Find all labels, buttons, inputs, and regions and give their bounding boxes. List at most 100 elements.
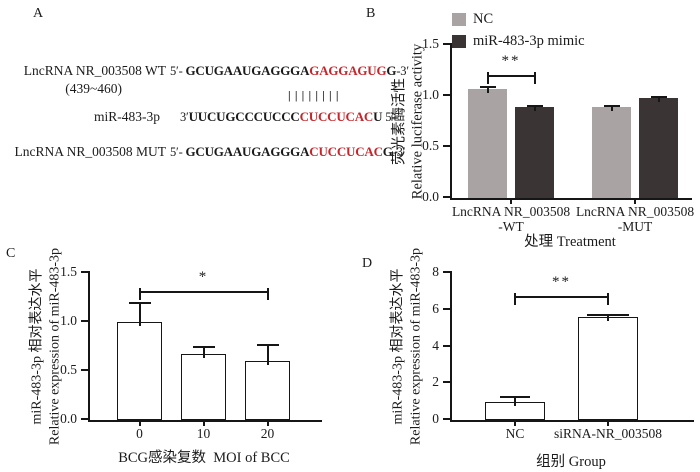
y-tick-mark — [81, 369, 90, 371]
bar — [592, 107, 631, 198]
bar — [245, 361, 290, 420]
y-tick-mark — [443, 145, 452, 147]
significance-cap — [266, 287, 269, 300]
panel-b-legend: NC miR-483-3p mimic — [452, 8, 585, 52]
error-bar-stem — [657, 96, 660, 103]
lncrna-wt-label: LncRNA NR_003508 WT — [23, 63, 166, 78]
legend-label-mimic: miR-483-3p mimic — [473, 32, 585, 49]
y-tick-mark — [443, 381, 452, 384]
error-bar-cap — [479, 85, 496, 88]
error-bar-cap — [128, 302, 151, 305]
y-tick-label: 2 — [432, 374, 439, 390]
legend-swatch-nc — [452, 12, 466, 26]
mut-3prime: -3′ — [392, 145, 406, 159]
x-tick-mark — [514, 420, 516, 426]
wt-5prime: 5′- — [170, 64, 186, 78]
x-tick-mark — [266, 420, 269, 426]
bar — [515, 107, 554, 198]
significance-line — [487, 74, 535, 77]
y-tick-label: 0.5 — [60, 362, 77, 377]
panel-b-label: B — [366, 6, 376, 21]
significance-label: ** — [552, 273, 571, 290]
y-tick-label: 8 — [432, 264, 439, 279]
x-tick-mark — [202, 420, 205, 426]
legend-label-nc: NC — [473, 10, 494, 27]
significance-cap — [514, 292, 517, 305]
mir-5prime: 5′ — [382, 110, 394, 124]
mut-seq-last-base: G — [382, 144, 393, 159]
error-bar-cap — [500, 396, 530, 399]
error-bar-stem — [486, 86, 489, 93]
wt-seq-binding-site: GAGGAGUG — [309, 63, 387, 78]
mut-sequence: 5′- GCUGAAUGAGGGACUCCUCACG-3′ — [170, 144, 405, 160]
y-tick-mark — [81, 320, 90, 322]
panel-c-y-title-zh: miR-483-3p 相对表达水平 — [29, 268, 45, 425]
mut-seq-black: GCUGAAUGAGGGA — [185, 144, 310, 159]
panel-d-y-title-zh: miR-483-3p 相对表达水平 — [390, 268, 406, 425]
bar — [117, 322, 162, 420]
wt-sequence: 5′- GCUGAAUGAGGGAGAGGAGUGG-3′ — [170, 63, 409, 79]
mir-seq-seed: CUCCUCAC — [299, 109, 374, 124]
mut-5prime: 5′- — [170, 145, 186, 159]
x-category-label: 20 — [260, 426, 275, 441]
error-bar-cap — [603, 104, 620, 107]
error-bar-cap — [256, 343, 279, 346]
mut-seq-mutated-site: CUCCUCAC — [309, 144, 383, 159]
panel-b-x-axis-title: 处理 Treatment — [524, 234, 616, 250]
mir-3prime: 3′ — [180, 110, 189, 124]
y-tick-label: 0 — [432, 411, 439, 426]
y-tick-label: 0.0 — [60, 411, 77, 426]
significance-line — [139, 290, 268, 293]
bar — [578, 316, 638, 420]
y-tick-label: 1.0 — [422, 87, 439, 102]
error-bar-cap — [650, 95, 667, 98]
x-category-label: LncRNA NR_003508 -MUT — [575, 204, 695, 234]
error-bar-cap — [192, 345, 215, 348]
y-tick-label: 0.5 — [422, 138, 439, 153]
error-bar-stem — [138, 303, 141, 326]
error-bar-cap — [526, 104, 543, 107]
error-bar-stem — [607, 314, 609, 321]
wt-seq-last-base: G — [386, 63, 397, 78]
bar — [468, 88, 507, 198]
significance-line — [515, 295, 608, 299]
x-tick-mark — [634, 198, 636, 204]
x-category-label: LncRNA NR_003508 -WT — [451, 204, 571, 234]
y-tick-mark — [443, 344, 452, 347]
y-tick-mark — [443, 307, 452, 310]
error-bar-stem — [610, 105, 613, 112]
y-tick-mark — [443, 418, 452, 420]
significance-label: * — [198, 268, 209, 285]
panel-c-y-title-en: Relative expression of miR-483-3p — [47, 247, 62, 446]
x-category-label: 10 — [196, 426, 211, 441]
y-tick-mark — [443, 43, 452, 45]
y-tick-mark — [443, 196, 452, 198]
y-tick-mark — [81, 271, 90, 273]
mir-seq-last-base: U — [373, 109, 383, 124]
significance-label: ** — [501, 52, 521, 69]
y-tick-label: 0.0 — [422, 189, 439, 204]
panel-d-label: D — [362, 256, 373, 271]
mir-sequence: 3′UUCUGCCCUCCCCUCCUCACU 5′ — [180, 109, 394, 125]
y-tick-label: 1.5 — [60, 264, 77, 279]
y-tick-mark — [81, 418, 90, 420]
panel-b-plot: 0.0 0.5 1.0 1.5 LncRNA NR_003508 -WT LncRNA N… — [422, 36, 694, 234]
wt-position-range: (439~460) — [65, 81, 122, 96]
x-tick-mark — [138, 420, 141, 426]
legend-item-nc: NC — [452, 8, 585, 30]
panel-c-label: C — [6, 246, 16, 261]
x-category-label: siRNA-NR_003508 — [553, 426, 662, 441]
error-bar-stem — [266, 344, 269, 366]
y-tick-label: 1.0 — [60, 313, 77, 328]
error-bar-cap — [587, 313, 629, 316]
mir-label: miR-483-3p — [94, 109, 160, 124]
base-pairing-bars: |||||||| — [288, 88, 343, 102]
panel-c-x-axis-title: BCG感染复数 MOI of BCC — [118, 450, 290, 466]
lncrna-mut-label: LncRNA NR_003508 MUT — [14, 144, 167, 159]
significance-cap — [533, 71, 536, 84]
x-tick-mark — [607, 420, 609, 426]
x-category-label: NC — [505, 426, 525, 441]
x-category-label: 0 — [136, 426, 143, 441]
panel-a-label: A — [33, 6, 44, 21]
